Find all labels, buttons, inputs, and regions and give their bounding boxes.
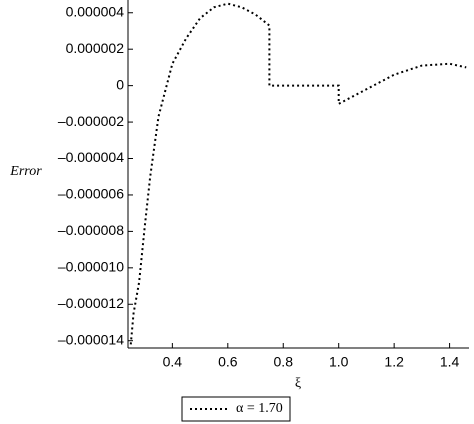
- y-tick-label: 0.000002: [66, 40, 125, 56]
- y-tick-label: –0.000010: [58, 259, 124, 275]
- x-tick-label: 1.4: [440, 354, 460, 370]
- x-tick-label: 0.4: [163, 354, 183, 370]
- y-tick-label: –0.000014: [58, 331, 124, 347]
- y-tick-label: –0.000002: [58, 113, 124, 129]
- y-tick-label: –0.000004: [58, 149, 124, 165]
- x-tick-label: 1.2: [384, 354, 404, 370]
- y-tick-label: –0.000006: [58, 186, 124, 202]
- y-tick-label: 0: [116, 76, 124, 92]
- x-axis-label: ξ: [295, 376, 301, 391]
- error-line: [129, 2, 467, 345]
- x-tick-label: 0.8: [274, 354, 294, 370]
- y-tick-label: –0.000012: [58, 295, 124, 311]
- x-tick-label: 1.0: [329, 354, 349, 370]
- x-tick-label: 0.6: [218, 354, 238, 370]
- legend-box: [181, 396, 291, 422]
- y-tick-label: –0.000008: [58, 222, 124, 238]
- y-axis-label: Error: [9, 164, 42, 179]
- y-tick-label: 0.000004: [66, 3, 125, 19]
- legend-label: α = 1.70: [236, 401, 283, 416]
